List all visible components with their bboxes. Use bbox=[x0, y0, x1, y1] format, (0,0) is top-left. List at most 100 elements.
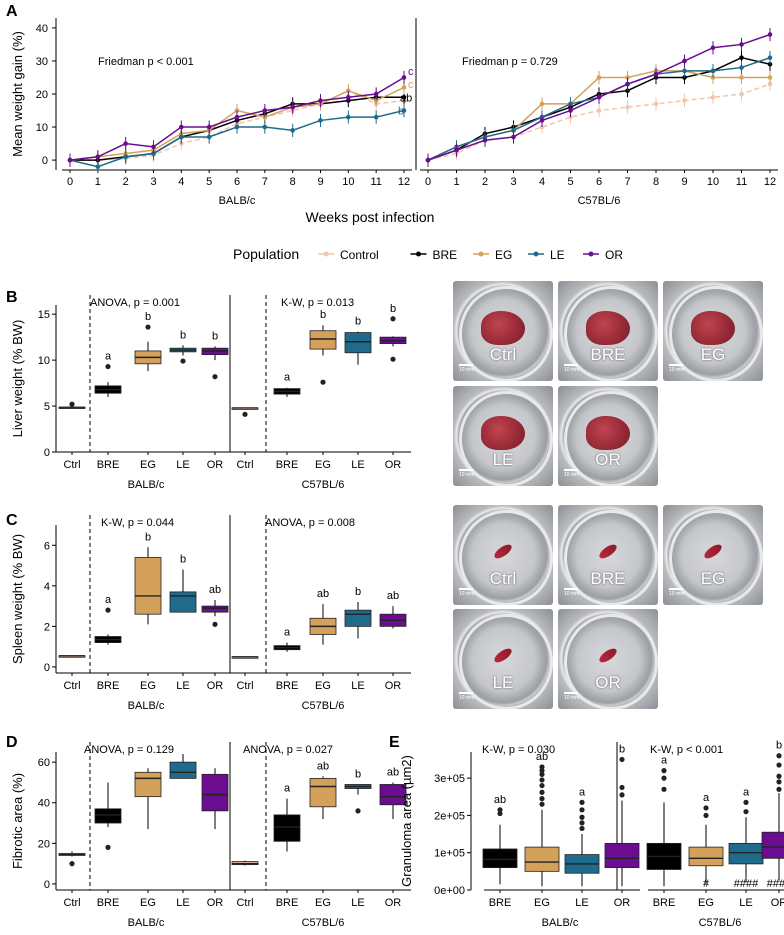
data-point-eg bbox=[767, 75, 773, 80]
box-outlier-eg bbox=[703, 812, 709, 819]
panel-a-x-tick-label: 8 bbox=[653, 176, 659, 188]
photo-spleen-ctrl: Ctrl 10 mm bbox=[453, 505, 553, 605]
panel-a-sig-letter: ab bbox=[400, 92, 412, 104]
box-outlier-le bbox=[579, 825, 585, 832]
panel-e-x-tick-label: OR bbox=[614, 897, 631, 909]
data-point-or bbox=[539, 118, 545, 123]
panel-b-strain-label: BALB/c bbox=[128, 479, 165, 491]
panel-a-x-tick-label: 11 bbox=[370, 176, 381, 188]
panel-b-x-tick-label: BRE bbox=[97, 459, 120, 471]
box-outlier-or bbox=[776, 773, 782, 779]
panel-d-stat-label: ANOVA, p = 0.129 bbox=[84, 744, 174, 756]
panel-a-x-tick-label: 1 bbox=[453, 176, 459, 188]
legend-key-point-control bbox=[323, 251, 329, 257]
panel-e-y-label: Granuloma area (µm2) bbox=[399, 755, 414, 887]
data-point-or bbox=[625, 81, 630, 87]
box-outlier-le bbox=[579, 807, 585, 813]
photo-label: Ctrl bbox=[489, 345, 517, 364]
box-le bbox=[344, 332, 372, 354]
panel-a-x-label: Weeks post infection bbox=[306, 209, 435, 225]
panel-e-y-tick-label: 3e+05 bbox=[434, 773, 465, 785]
photo-label: LE bbox=[492, 450, 514, 469]
photo-liver-bre: BRE 10 mm bbox=[558, 281, 658, 381]
panel-c-x-tick-label: BRE bbox=[276, 680, 299, 692]
panel-c-stat-label: K-W, p = 0.044 bbox=[101, 517, 174, 529]
sig-letter-bre: a bbox=[105, 351, 112, 363]
panel-a-y-tick-label: 40 bbox=[36, 23, 48, 35]
data-point-bre bbox=[401, 95, 407, 100]
panel-b-y-tick-label: 15 bbox=[38, 309, 50, 321]
panel-c-strain-label: BALB/c bbox=[128, 700, 165, 712]
panel-a-x-tick-label: 9 bbox=[317, 176, 323, 188]
panel-a-x-tick-label: 12 bbox=[764, 176, 776, 188]
panel-a-x-tick-label: 12 bbox=[398, 176, 410, 188]
panel-d-x-tick-label: LE bbox=[351, 897, 364, 909]
box-outlier-or bbox=[212, 374, 218, 380]
panel-a-strain-label: C57BL/6 bbox=[578, 195, 621, 207]
sig-letter-eg: a bbox=[703, 792, 710, 804]
data-point-or bbox=[318, 98, 323, 103]
data-point-le bbox=[179, 134, 184, 140]
box-or bbox=[201, 605, 229, 613]
panel-a-sig-letter: c bbox=[408, 66, 414, 78]
photo-liver-le: LE 10 mm bbox=[453, 386, 553, 486]
panel-c-y-tick-label: 0 bbox=[44, 662, 50, 674]
box-or bbox=[379, 784, 407, 806]
data-point-control bbox=[596, 108, 602, 113]
box-eg bbox=[309, 777, 337, 808]
data-point-le bbox=[767, 55, 773, 60]
panel-c-y-tick-label: 2 bbox=[44, 621, 50, 633]
box-outlier-or bbox=[619, 784, 625, 791]
data-point-control bbox=[625, 104, 630, 110]
panel-b-x-tick-label: OR bbox=[207, 459, 224, 471]
data-point-eg bbox=[596, 75, 602, 80]
panel-a-x-tick-label: 11 bbox=[736, 176, 747, 188]
data-point-or bbox=[454, 147, 459, 153]
legend-key-point-eg bbox=[478, 251, 484, 257]
box-outlier-le bbox=[579, 799, 585, 805]
box-outlier-or bbox=[776, 779, 782, 785]
panel-c-y-label: Spleen weight (% BW) bbox=[10, 534, 25, 664]
sig-letter-le: b bbox=[355, 586, 361, 598]
box-outlier-ctrl bbox=[69, 401, 75, 407]
scale-bar: 10 mm bbox=[669, 364, 684, 373]
panel-b-x-tick-label: Ctrl bbox=[236, 459, 253, 471]
box-outlier-or bbox=[776, 786, 782, 792]
data-point-or bbox=[596, 95, 602, 100]
panel-d-y-tick-label: 60 bbox=[38, 757, 50, 769]
data-point-or bbox=[425, 157, 431, 163]
photo-liver-or: OR 10 mm bbox=[558, 386, 658, 486]
scale-bar: 10 mm bbox=[459, 469, 474, 478]
panel-d-stat-label: ANOVA, p = 0.027 bbox=[243, 744, 333, 756]
data-point-or bbox=[511, 134, 516, 140]
legend-label-or: OR bbox=[605, 248, 623, 262]
box-outlier-or bbox=[619, 756, 625, 763]
panel-c-x-tick-label: Ctrl bbox=[63, 680, 80, 692]
sig-letter-or: ab bbox=[209, 584, 221, 596]
petri-dish bbox=[459, 614, 553, 709]
data-point-le bbox=[318, 118, 323, 123]
data-point-le bbox=[123, 154, 128, 160]
box-outlier-or bbox=[390, 316, 396, 322]
box-outlier-eg bbox=[539, 771, 545, 777]
photo-label: EG bbox=[700, 345, 726, 364]
box-outlier-le bbox=[579, 814, 585, 820]
photo-label: LE bbox=[492, 673, 514, 692]
panel-b-x-tick-label: Ctrl bbox=[63, 459, 80, 471]
panel-d-y-tick-label: 40 bbox=[38, 798, 50, 810]
panel-a-x-tick-label: 10 bbox=[707, 176, 719, 188]
petri-dish bbox=[564, 614, 658, 709]
scale-bar: 10 mm bbox=[459, 364, 474, 373]
petri-dish bbox=[459, 391, 553, 486]
panel-c-stat-label: ANOVA, p = 0.008 bbox=[265, 517, 355, 529]
data-point-control bbox=[653, 101, 659, 107]
petri-dish bbox=[564, 286, 658, 381]
panel-a-x-tick-label: 0 bbox=[67, 176, 73, 188]
data-point-le bbox=[346, 114, 351, 120]
data-point-le bbox=[373, 114, 379, 120]
data-point-le bbox=[95, 164, 101, 169]
panel-label-C: C bbox=[6, 512, 18, 529]
data-point-or bbox=[262, 108, 268, 113]
panel-d-x-tick-label: OR bbox=[207, 897, 224, 909]
box-outlier-bre bbox=[661, 786, 667, 792]
